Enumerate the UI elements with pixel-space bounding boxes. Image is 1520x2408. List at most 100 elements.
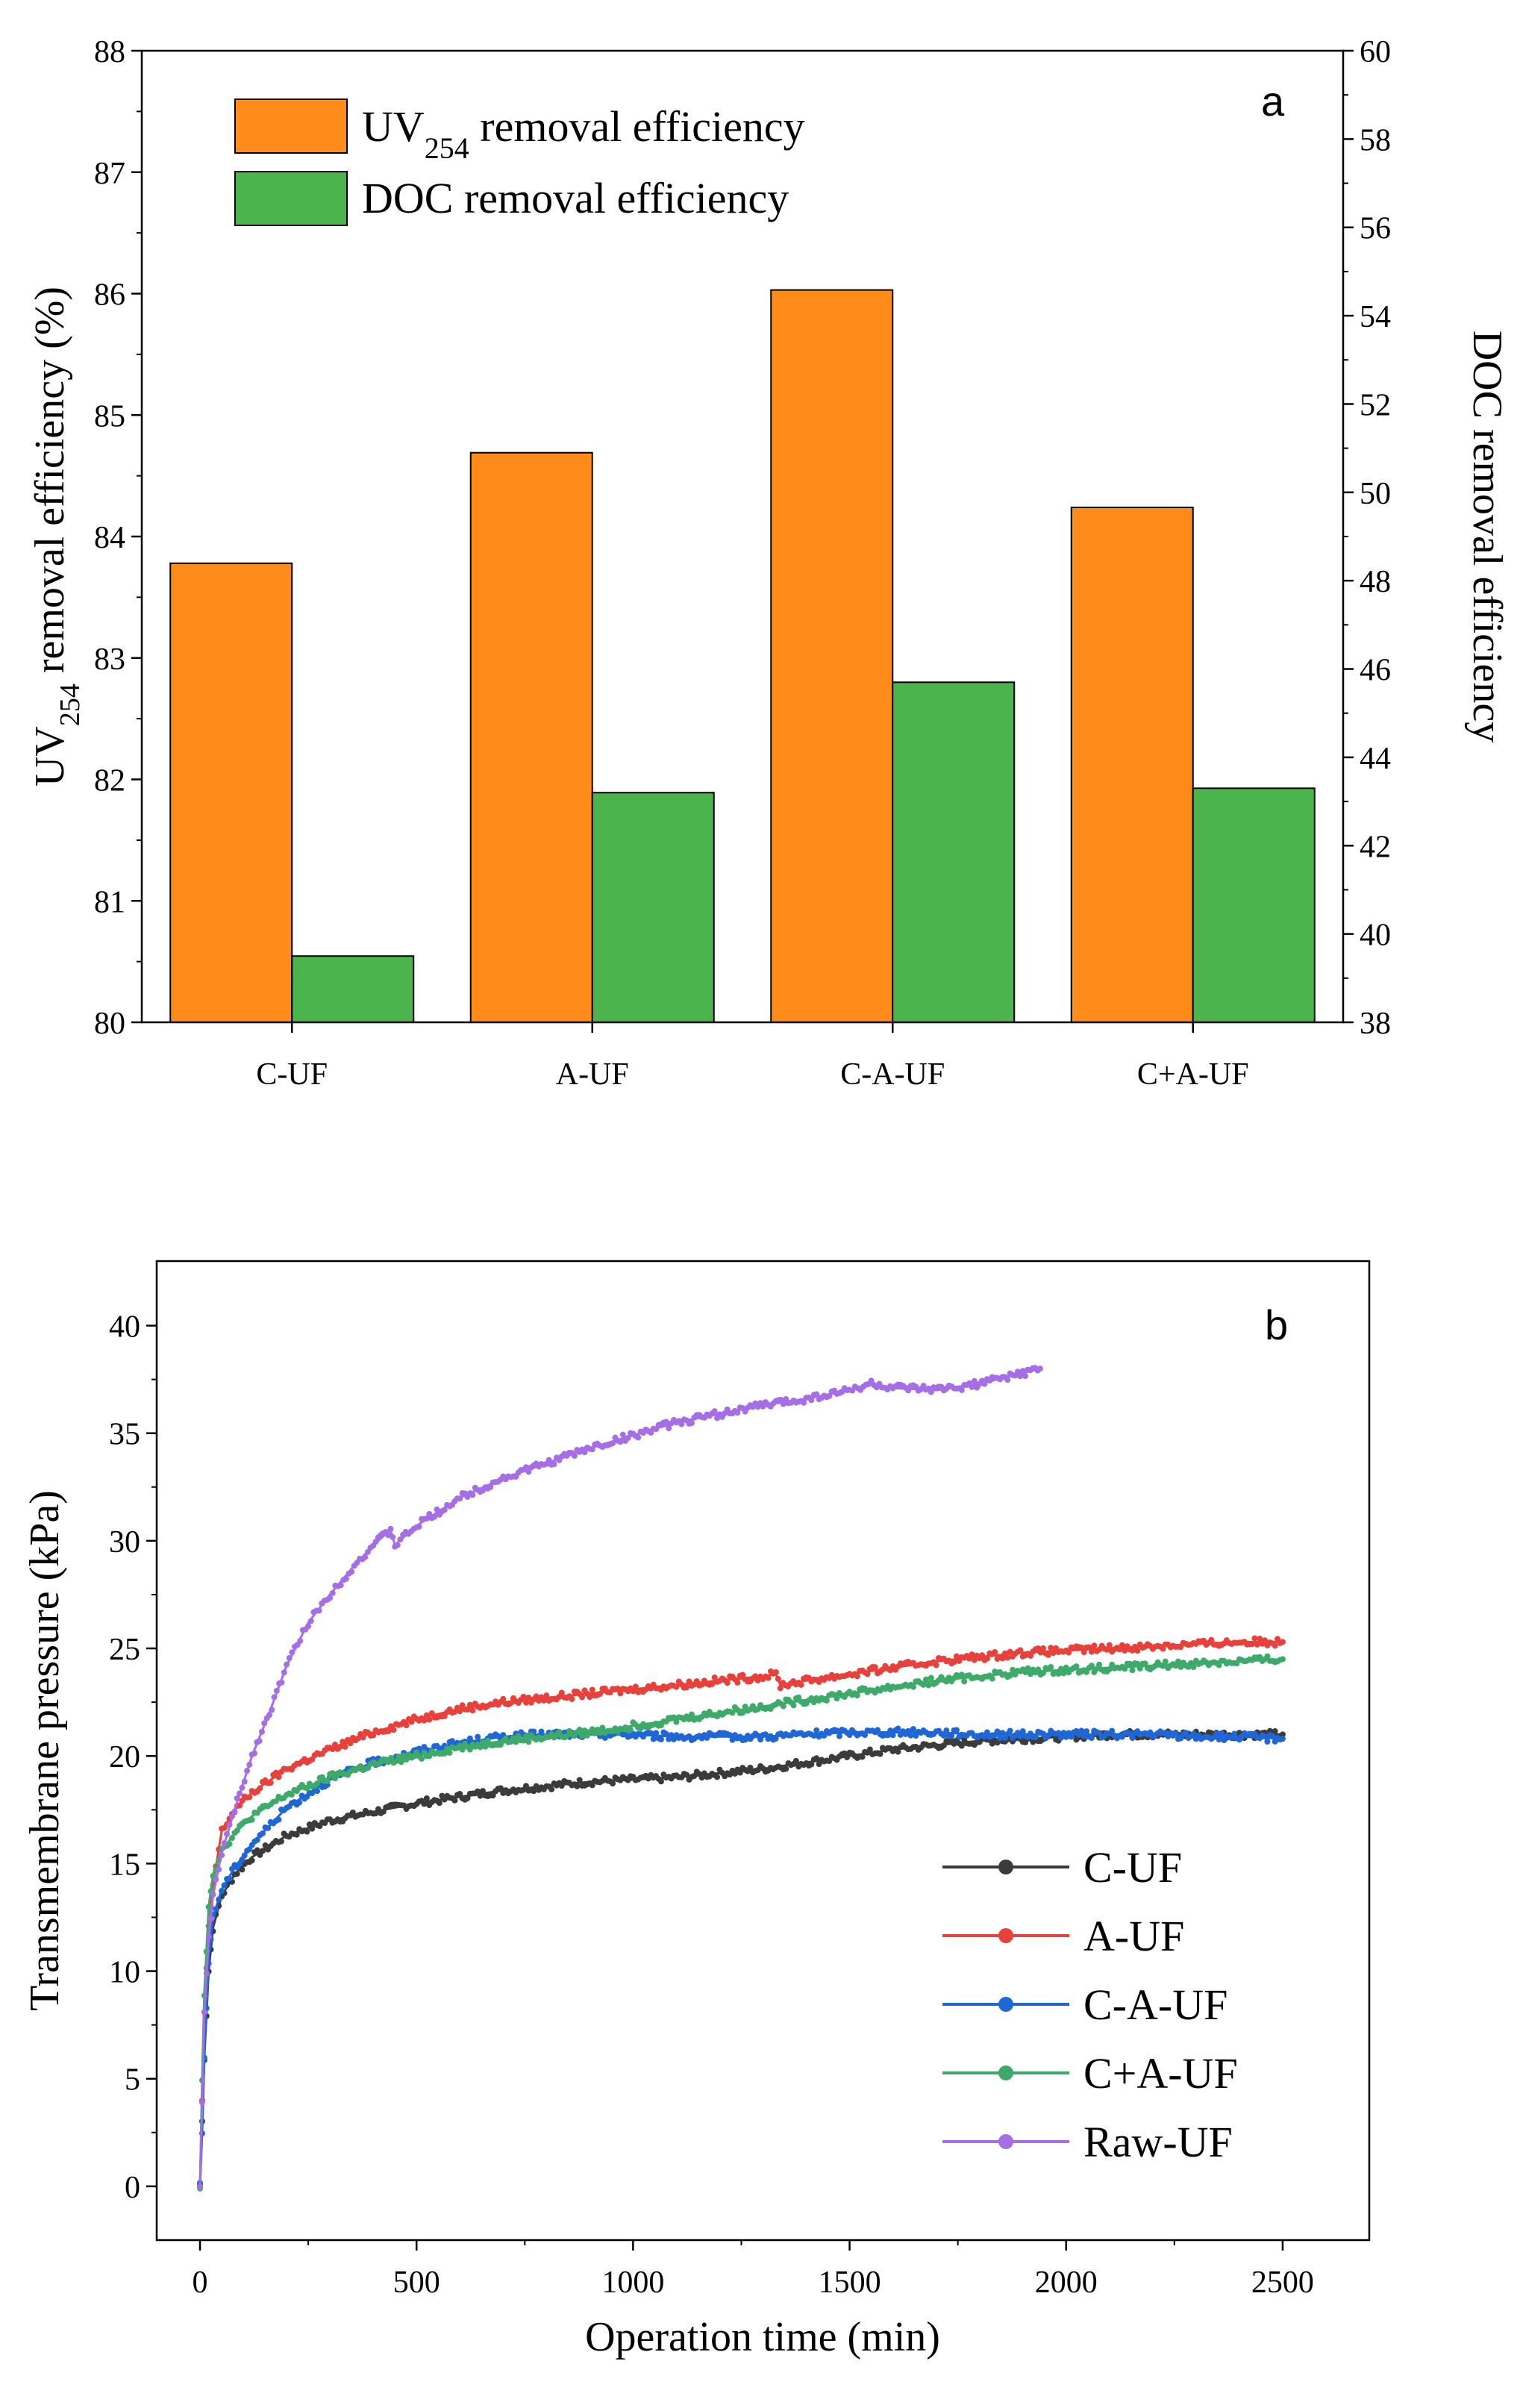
series-marker [971, 1377, 978, 1384]
series-marker [205, 1933, 212, 1940]
series-marker [1119, 1642, 1125, 1648]
series-marker [569, 1695, 575, 1702]
y-tick-label: 30 [109, 1525, 140, 1560]
series-marker [889, 1732, 896, 1739]
series-marker [1127, 1660, 1133, 1667]
series-marker [1060, 1670, 1067, 1677]
series-marker [1257, 1636, 1263, 1642]
legend-marker [998, 2065, 1013, 2080]
series-marker [834, 1695, 840, 1702]
series-marker [390, 1533, 396, 1540]
series-marker [221, 1882, 228, 1889]
series-marker [711, 1408, 718, 1415]
series-marker [201, 2009, 207, 2015]
bar-doc-c-uf [291, 955, 415, 1024]
series-marker [231, 1808, 238, 1815]
series-marker [466, 1746, 473, 1753]
series-marker [523, 1464, 530, 1471]
series-marker [854, 1692, 860, 1699]
series-marker [254, 1836, 260, 1843]
series-marker [958, 1671, 965, 1678]
y-tick-label: 15 [109, 1848, 140, 1882]
series-marker [244, 1768, 251, 1774]
series-c-uf [197, 1727, 1286, 2190]
series-marker [734, 1679, 741, 1686]
series-marker [1216, 1662, 1222, 1669]
series-marker [219, 1888, 225, 1895]
right-tick-label: 56 [1360, 212, 1391, 246]
series-marker [1208, 1636, 1215, 1643]
series-marker [487, 1483, 494, 1490]
right-tick-label: 40 [1360, 919, 1391, 953]
series-marker [614, 1686, 621, 1692]
series-marker [394, 1542, 401, 1548]
series-marker [246, 1761, 253, 1768]
series-marker [910, 1726, 916, 1733]
panel-a-left-axis: 80 81 82 83 84 85 86 87 88 [94, 35, 142, 1041]
panel-b-y-axis: 0 5 10 15 20 25 30 35 40 [109, 1310, 157, 2205]
series-marker [813, 1727, 820, 1733]
series-marker [711, 1674, 718, 1681]
series-marker [219, 1852, 225, 1859]
series-marker [971, 1657, 978, 1663]
series-marker [775, 1675, 781, 1682]
series-marker [1078, 1644, 1085, 1651]
series-marker [757, 1736, 764, 1743]
series-marker [259, 1848, 266, 1854]
series-marker [579, 1694, 586, 1701]
series-marker [1068, 1733, 1075, 1740]
series-marker [272, 1769, 279, 1776]
series-marker [1160, 1663, 1166, 1669]
series-marker [237, 1802, 243, 1809]
panel-b-plot-frame [155, 1260, 1371, 2242]
series-marker [426, 1753, 433, 1760]
series-marker [370, 1732, 377, 1739]
series-marker [610, 1440, 616, 1447]
left-tick-label: 87 [94, 157, 125, 191]
series-marker [213, 1876, 219, 1883]
series-marker [1172, 1730, 1179, 1736]
series-marker [210, 1891, 216, 1898]
series-marker [306, 1821, 313, 1827]
series-marker [1057, 1734, 1064, 1741]
series-marker [1129, 1735, 1136, 1742]
panel-a-bar-chart: 80 81 82 83 84 85 86 87 88 38 40 42 44 46 48 50 52 54 56 5… [27, 35, 1510, 1092]
series-marker [416, 1524, 422, 1530]
category-label: C-A-UF [840, 1057, 945, 1092]
series-marker [663, 1730, 669, 1737]
series-marker [1045, 1651, 1051, 1658]
series-marker [1057, 1666, 1064, 1672]
series-marker [246, 1794, 253, 1801]
series-marker [597, 1730, 604, 1736]
series-marker [671, 1714, 678, 1721]
series-marker [545, 1457, 552, 1463]
series-marker [747, 1764, 754, 1771]
series-marker [808, 1397, 815, 1404]
series-marker [479, 1739, 486, 1745]
series-marker [790, 1702, 797, 1709]
left-tick-label: 85 [94, 399, 125, 434]
series-marker [348, 1569, 355, 1575]
y-tick-label: 5 [125, 2063, 140, 2098]
series-marker [1279, 1656, 1286, 1663]
series-marker [1160, 1645, 1166, 1652]
series-marker [1035, 1666, 1042, 1673]
series-marker [288, 1792, 295, 1798]
series-marker [798, 1681, 804, 1688]
series-marker [273, 1687, 280, 1694]
series-marker [813, 1755, 820, 1762]
series-marker [436, 1800, 442, 1807]
legend-label: A-UF [1083, 1912, 1184, 1960]
series-marker [205, 1904, 212, 1910]
series-marker [523, 1733, 530, 1739]
series-marker [258, 1728, 265, 1735]
series-marker [269, 1707, 275, 1713]
series-marker [688, 1420, 695, 1427]
series-marker [1190, 1664, 1197, 1671]
series-marker [531, 1788, 537, 1795]
series-marker [329, 1770, 336, 1777]
series-marker [1190, 1730, 1197, 1737]
legend-label: C+A-UF [1083, 2049, 1238, 2098]
series-raw-uf [197, 1365, 1043, 2190]
series-marker [587, 1694, 593, 1701]
